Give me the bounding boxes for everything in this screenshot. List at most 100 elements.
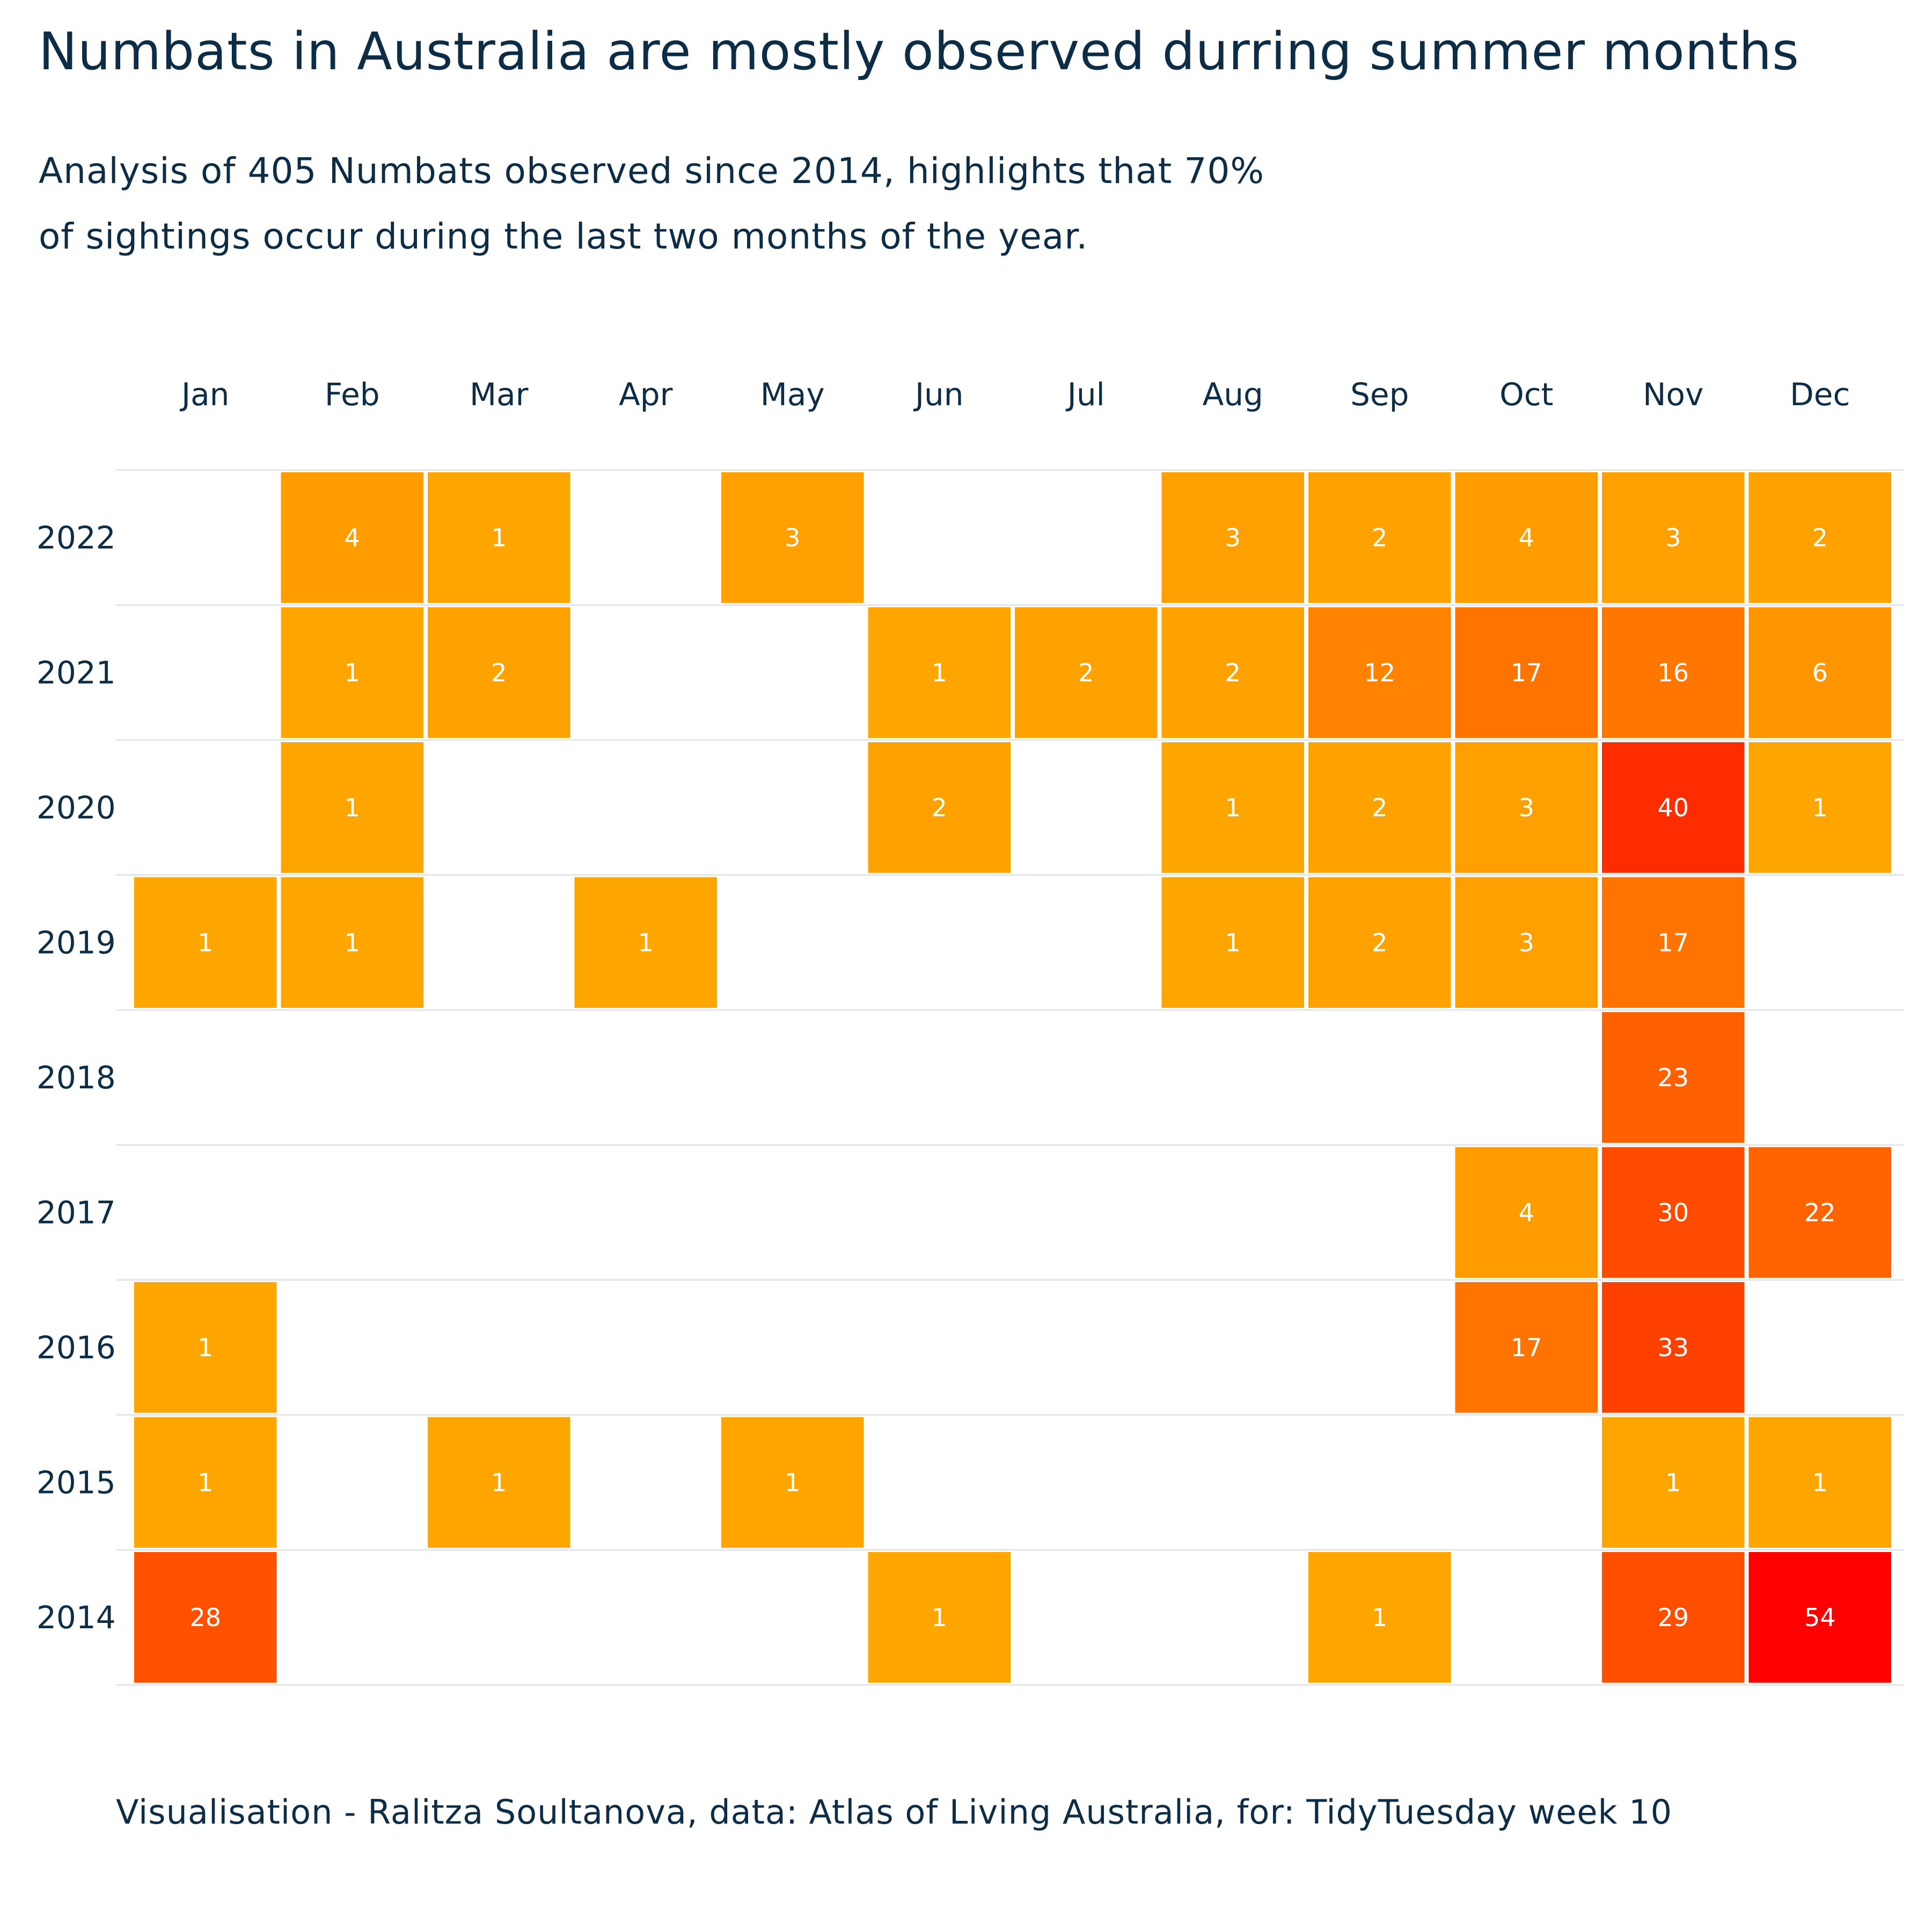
- x-tick-label: Oct: [1499, 376, 1553, 413]
- cell-value-label: 1: [491, 1468, 507, 1497]
- cell-value-label: 3: [1519, 928, 1534, 957]
- cell-value-label: 6: [1812, 658, 1828, 687]
- cell-value-label: 1: [197, 928, 213, 957]
- cell-value-label: 54: [1804, 1603, 1836, 1632]
- heatmap-cell: [134, 1282, 277, 1413]
- x-tick-label: Sep: [1350, 376, 1409, 413]
- heatmap-chart: Jan Feb Mar Apr May Jun Jul Aug Sep Oct Nov Dec 2022…: [36, 376, 1904, 1686]
- heatmap-cell: [1602, 877, 1745, 1008]
- cell-value-label: 1: [197, 1468, 213, 1497]
- cell-value-label: 1: [491, 523, 507, 552]
- heatmap-cell: [1748, 607, 1891, 738]
- cell-value-label: 2: [1372, 793, 1387, 822]
- y-tick-label: 2016: [36, 1329, 116, 1366]
- heatmap-cell: [1602, 1552, 1745, 1683]
- heatmap-cell: [1161, 607, 1304, 738]
- heatmap-cell: [1308, 607, 1451, 738]
- heatmap-cell: [281, 877, 423, 1008]
- chart-subtitle: Analysis of 405 Numbats observed since 2…: [39, 138, 1264, 269]
- heatmap-cell: [1308, 472, 1451, 603]
- x-tick-label: Dec: [1790, 376, 1850, 413]
- chart-title: Numbats in Australia are mostly observed…: [39, 21, 1800, 82]
- cell-value-label: 3: [1225, 523, 1241, 552]
- x-tick-label: Aug: [1203, 376, 1263, 413]
- cell-value-label: 4: [345, 523, 360, 552]
- cell-value-label: 40: [1657, 793, 1689, 822]
- heatmap-cell: [1015, 607, 1158, 738]
- heatmap-cell: [1455, 1282, 1598, 1413]
- heatmap-cell: [1748, 472, 1891, 603]
- heatmap-cell: [1455, 472, 1598, 603]
- y-tick-label: 2019: [36, 924, 116, 961]
- heatmap-cell: [281, 607, 423, 738]
- heatmap-cell: [721, 1417, 864, 1548]
- cell-value-label: 22: [1804, 1198, 1836, 1227]
- heatmap-cell: [868, 607, 1011, 738]
- x-tick-label: May: [760, 376, 825, 413]
- cell-value-label: 2: [1372, 523, 1387, 552]
- subtitle-line-2: of sightings occur during the last two m…: [39, 216, 1088, 257]
- heatmap-cell: [1455, 1147, 1598, 1278]
- cell-value-label: 1: [1225, 793, 1241, 822]
- cell-value-label: 2: [1078, 658, 1094, 687]
- x-tick-label: Jun: [913, 376, 964, 413]
- y-tick-label: 2014: [36, 1599, 116, 1636]
- cell-value-label: 1: [638, 928, 654, 957]
- cell-value-label: 1: [932, 658, 947, 687]
- heatmap-cell: [428, 472, 570, 603]
- cell-value-label: 1: [1812, 793, 1828, 822]
- heatmap-cell: [134, 877, 277, 1008]
- heatmap-cell: [1455, 607, 1598, 738]
- heatmap-cell: [1161, 742, 1304, 873]
- y-tick-label: 2020: [36, 789, 116, 826]
- heatmap-cell: [868, 1552, 1011, 1683]
- cell-value-label: 1: [1372, 1603, 1387, 1632]
- heatmap-cell: [1161, 472, 1304, 603]
- subtitle-line-1: Analysis of 405 Numbats observed since 2…: [39, 150, 1265, 192]
- cell-value-label: 2: [1812, 523, 1828, 552]
- x-tick-label: Mar: [470, 376, 529, 413]
- y-tick-label: 2015: [36, 1464, 116, 1501]
- cell-value-label: 30: [1657, 1198, 1689, 1227]
- cell-value-label: 1: [785, 1468, 800, 1497]
- x-tick-label: Jan: [180, 376, 229, 413]
- cell-value-label: 17: [1511, 1333, 1542, 1362]
- cell-value-label: 23: [1657, 1063, 1689, 1092]
- cell-value-label: 12: [1364, 658, 1395, 687]
- x-tick-label: Feb: [325, 376, 380, 413]
- heatmap-cell: [1308, 877, 1451, 1008]
- heatmap-cell: [1308, 742, 1451, 873]
- x-tick-label: Jul: [1066, 376, 1105, 413]
- heatmap-cell: [1748, 742, 1891, 873]
- x-tick-label: Nov: [1643, 376, 1703, 413]
- cell-value-label: 1: [345, 928, 360, 957]
- heatmap-cell: [1602, 1282, 1745, 1413]
- y-tick-label: 2018: [36, 1059, 116, 1096]
- cell-value-label: 29: [1657, 1603, 1689, 1632]
- source-caption: Visualisation - Ralitza Soultanova, data…: [116, 1792, 1673, 1832]
- cell-value-label: 28: [189, 1603, 221, 1632]
- cell-value-label: 33: [1657, 1333, 1689, 1362]
- x-tick-label: Apr: [619, 376, 672, 413]
- heatmap-cell: [1308, 1552, 1451, 1683]
- heatmap-cell: [574, 877, 717, 1008]
- heatmap-cell: [1602, 472, 1745, 603]
- heatmap-cell: [281, 742, 423, 873]
- cell-value-label: 3: [1519, 793, 1534, 822]
- heatmap-cell: [281, 472, 423, 603]
- cell-value-label: 2: [1225, 658, 1241, 687]
- heatmap-cell: [134, 1552, 277, 1683]
- cell-value-label: 1: [345, 658, 360, 687]
- heatmap-cell: [1602, 1147, 1745, 1278]
- heatmap-cell: [428, 1417, 570, 1548]
- cell-value-label: 2: [491, 658, 507, 687]
- heatmap-cell: [1748, 1552, 1891, 1683]
- cell-value-label: 17: [1657, 928, 1689, 957]
- heatmap-cell: [1748, 1147, 1891, 1278]
- heatmap-cell: [1602, 742, 1745, 873]
- y-tick-label: 2022: [36, 519, 116, 556]
- heatmap-cell: [1161, 877, 1304, 1008]
- heatmap-cell: [868, 742, 1011, 873]
- cell-value-label: 2: [1372, 928, 1387, 957]
- y-tick-label: 2017: [36, 1194, 116, 1231]
